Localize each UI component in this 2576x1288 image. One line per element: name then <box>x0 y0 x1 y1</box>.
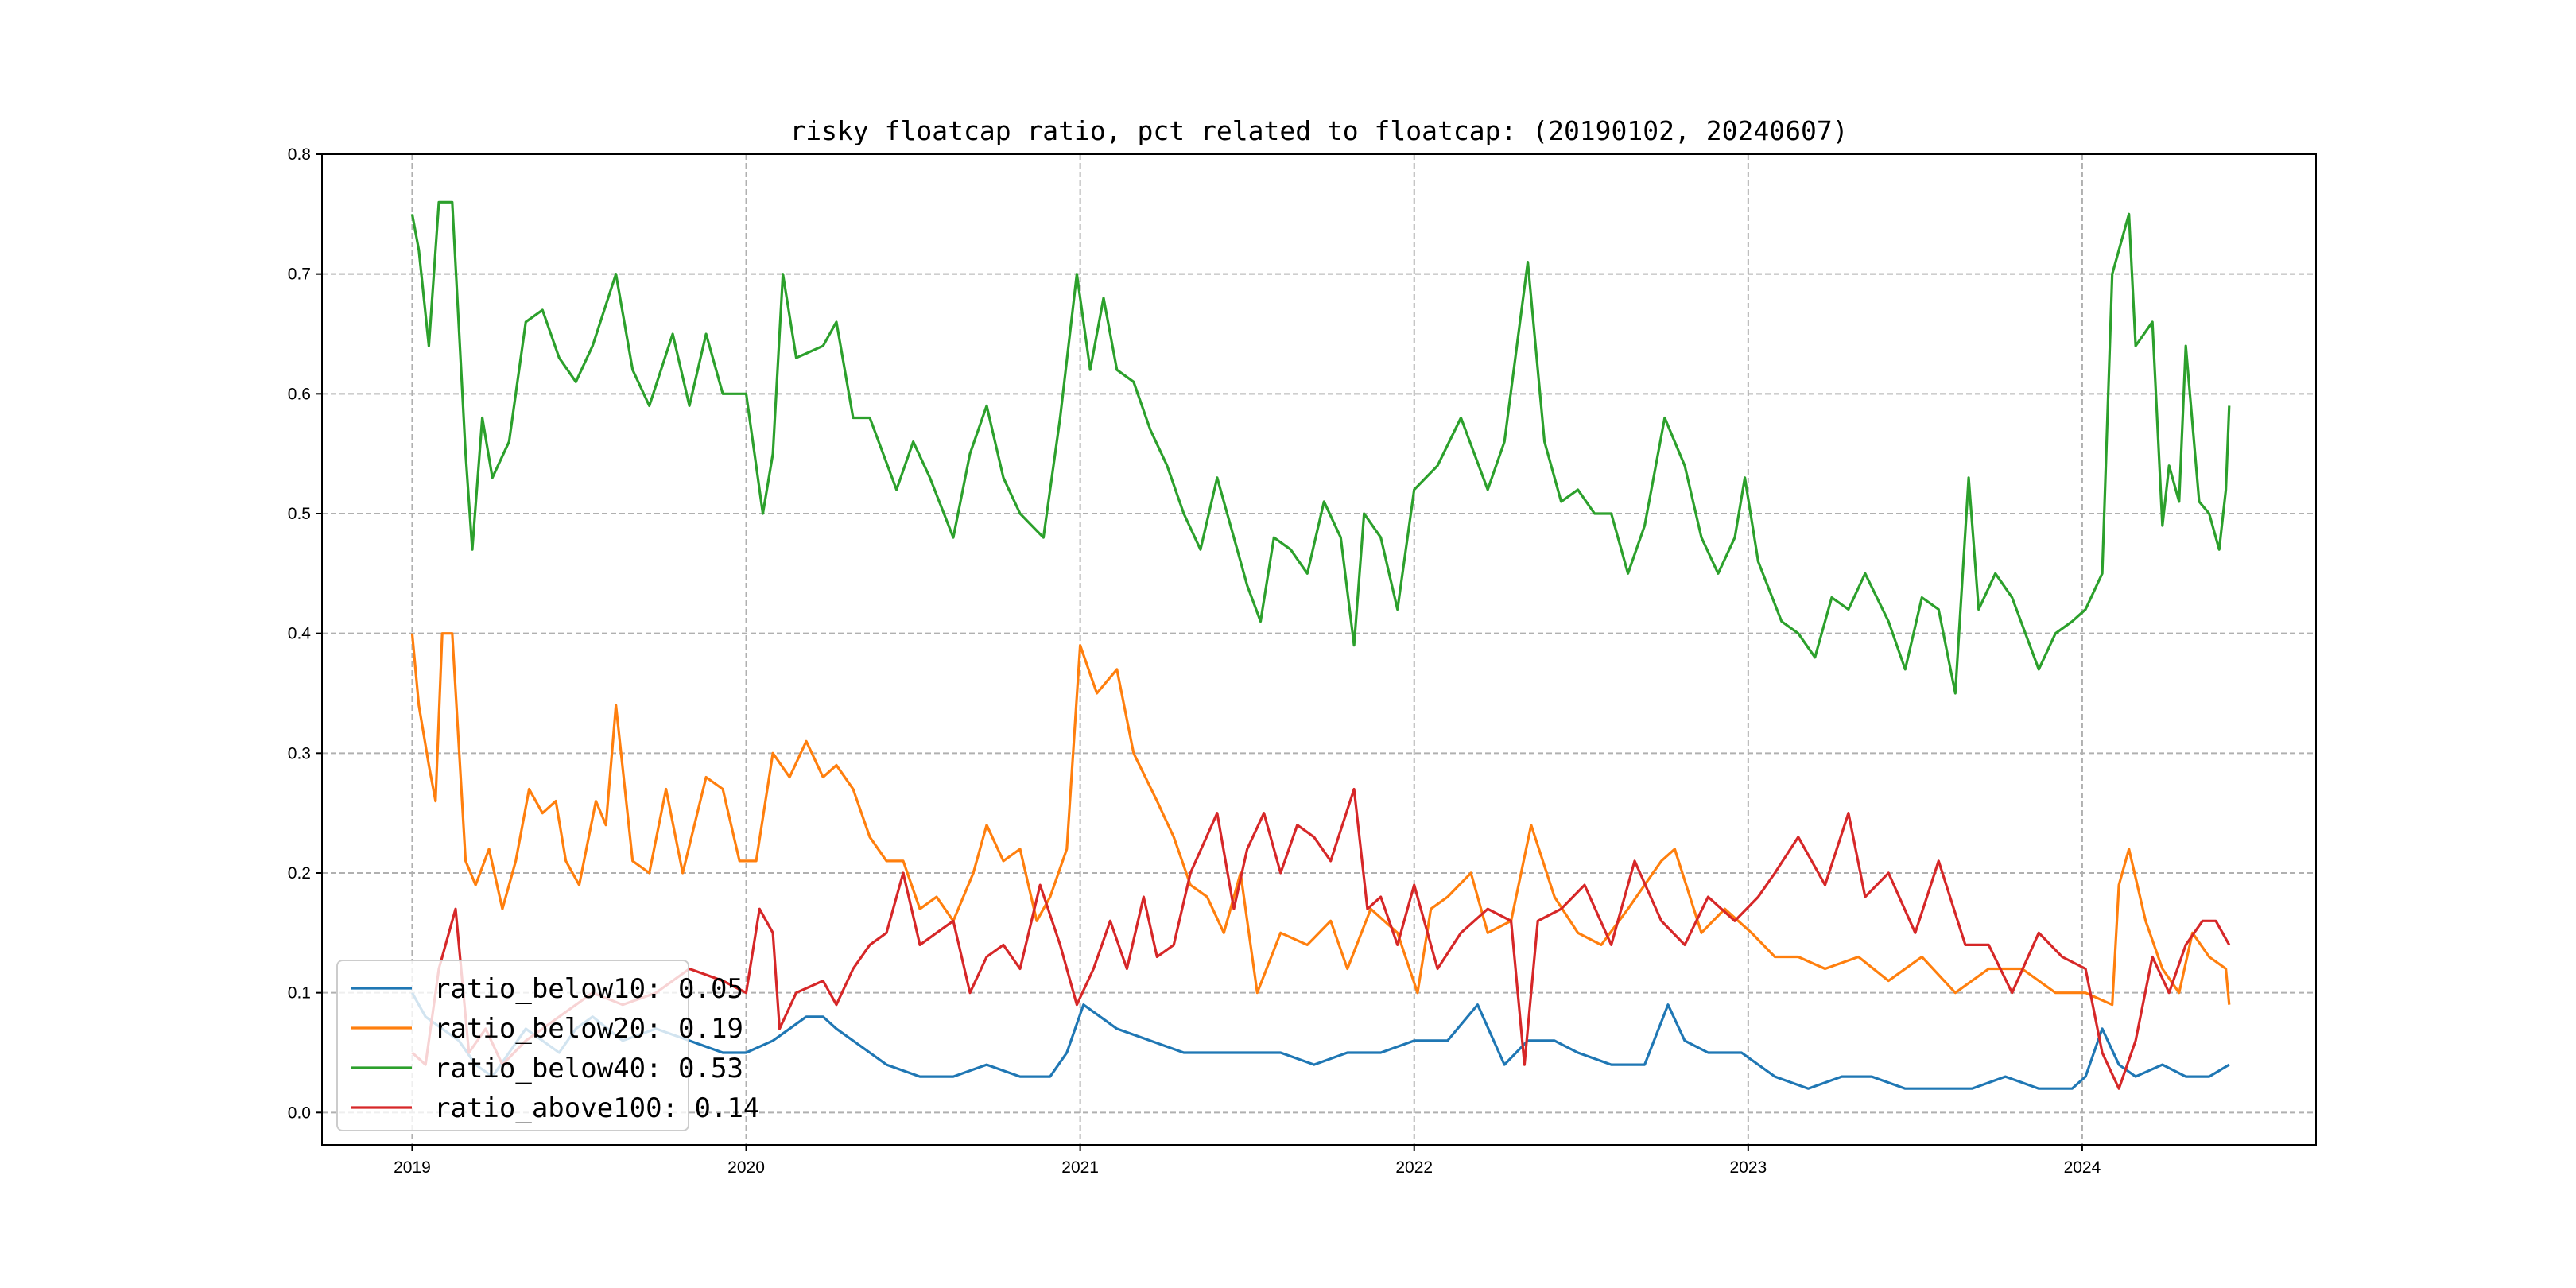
x-axis-ticks: 2019 2020 2021 2022 2023 2024 <box>394 1145 2101 1177</box>
legend-label: ratio_above100: 0.14 <box>434 1092 759 1124</box>
legend-label: ratio_below40: 0.53 <box>434 1053 743 1084</box>
y-tick-label: 0.4 <box>288 625 312 643</box>
y-tick-label: 0.2 <box>288 864 311 883</box>
y-tick-label: 0.3 <box>288 744 311 762</box>
legend-label: ratio_below10: 0.05 <box>434 973 743 1005</box>
y-tick-label: 0.7 <box>288 266 311 284</box>
x-tick-label: 2021 <box>1061 1158 1099 1177</box>
y-tick-label: 0.8 <box>288 145 311 164</box>
y-tick-label: 0.1 <box>288 984 311 1003</box>
series-line-ratio-below40 <box>410 200 2231 695</box>
series-line-ratio-above100 <box>411 787 2231 1090</box>
x-tick-label: 2024 <box>2064 1158 2101 1177</box>
chart-title: risky floatcap ratio, pct related to flo… <box>789 115 1848 146</box>
y-tick-label: 0.6 <box>288 385 311 403</box>
y-axis-ticks: 0.0 0.1 0.2 0.3 0.4 0.5 0.6 0.7 0.8 <box>288 145 322 1122</box>
series-line-ratio-below20 <box>410 632 2231 1007</box>
x-tick-label: 2020 <box>727 1158 765 1177</box>
y-tick-label: 0.5 <box>288 505 311 523</box>
y-tick-label: 0.0 <box>288 1104 311 1122</box>
x-tick-label: 2022 <box>1395 1158 1433 1177</box>
legend-box <box>336 960 689 1131</box>
legend: ratio_below10: 0.05 ratio_below20: 0.19 ra… <box>336 960 759 1131</box>
x-tick-label: 2023 <box>1729 1158 1767 1177</box>
legend-label: ratio_below20: 0.19 <box>434 1013 743 1045</box>
axes-frame <box>321 153 2317 1146</box>
x-tick-label: 2019 <box>394 1158 431 1177</box>
